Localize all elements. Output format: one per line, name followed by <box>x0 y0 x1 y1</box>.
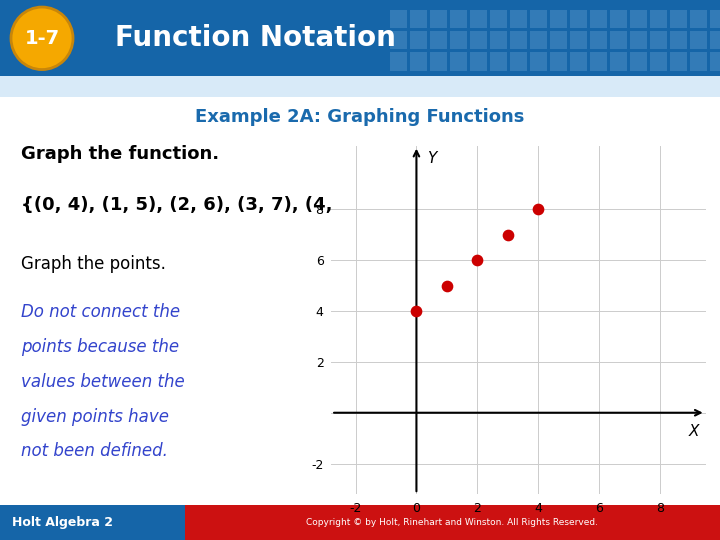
Bar <box>570 52 587 71</box>
Text: Example 2A: Graphing Functions: Example 2A: Graphing Functions <box>195 107 525 126</box>
Bar <box>690 31 707 49</box>
Bar <box>610 52 627 71</box>
Bar <box>570 31 587 49</box>
Text: Graph the function.: Graph the function. <box>21 145 219 163</box>
Bar <box>650 10 667 28</box>
Text: given points have: given points have <box>21 408 168 426</box>
Ellipse shape <box>11 7 73 70</box>
Bar <box>530 52 547 71</box>
Point <box>502 231 513 239</box>
Text: points because the: points because the <box>21 338 179 356</box>
Bar <box>710 52 720 71</box>
Bar <box>410 52 427 71</box>
Bar <box>490 31 507 49</box>
Point <box>472 256 483 265</box>
Bar <box>470 31 487 49</box>
Bar <box>630 52 647 71</box>
Bar <box>450 31 467 49</box>
Bar <box>610 10 627 28</box>
Bar <box>670 52 687 71</box>
Bar <box>530 10 547 28</box>
Bar <box>470 10 487 28</box>
Bar <box>185 505 720 540</box>
Bar <box>570 10 587 28</box>
Text: Copyright © by Holt, Rinehart and Winston. All Rights Reserved.: Copyright © by Holt, Rinehart and Winsto… <box>306 518 598 528</box>
Bar <box>390 52 407 71</box>
Bar <box>630 10 647 28</box>
Bar <box>630 31 647 49</box>
Text: not been defined.: not been defined. <box>21 442 168 461</box>
Point <box>532 205 544 214</box>
Bar <box>550 52 567 71</box>
Point <box>410 307 422 315</box>
Bar <box>390 10 407 28</box>
Bar <box>510 10 527 28</box>
Text: Function Notation: Function Notation <box>115 24 396 52</box>
Bar <box>590 52 607 71</box>
Bar <box>410 10 427 28</box>
Point <box>441 281 453 290</box>
Bar <box>490 10 507 28</box>
Bar <box>670 10 687 28</box>
Bar <box>710 31 720 49</box>
Bar <box>710 10 720 28</box>
Bar <box>610 31 627 49</box>
Bar <box>650 31 667 49</box>
Bar <box>590 10 607 28</box>
Text: Y: Y <box>427 151 436 166</box>
Bar <box>690 10 707 28</box>
Bar <box>590 31 607 49</box>
Bar <box>390 31 407 49</box>
Bar <box>510 52 527 71</box>
Text: Do not connect the: Do not connect the <box>21 303 180 321</box>
Bar <box>430 10 447 28</box>
Text: X: X <box>689 424 700 439</box>
Bar <box>690 52 707 71</box>
Text: values between the: values between the <box>21 373 184 391</box>
Text: 1-7: 1-7 <box>24 29 60 48</box>
Bar <box>450 52 467 71</box>
Bar <box>650 52 667 71</box>
Bar <box>450 10 467 28</box>
Bar <box>490 52 507 71</box>
Bar <box>530 31 547 49</box>
Bar <box>410 31 427 49</box>
Bar <box>430 52 447 71</box>
Text: Graph the points.: Graph the points. <box>21 255 166 273</box>
Bar <box>430 31 447 49</box>
Text: Holt Algebra 2: Holt Algebra 2 <box>12 516 113 529</box>
Bar <box>470 52 487 71</box>
Bar <box>510 31 527 49</box>
Text: {(0, 4), (1, 5), (2, 6), (3, 7), (4, 8)}: {(0, 4), (1, 5), (2, 6), (3, 7), (4, 8)} <box>21 197 372 214</box>
Bar <box>550 31 567 49</box>
Bar <box>670 31 687 49</box>
Bar <box>550 10 567 28</box>
